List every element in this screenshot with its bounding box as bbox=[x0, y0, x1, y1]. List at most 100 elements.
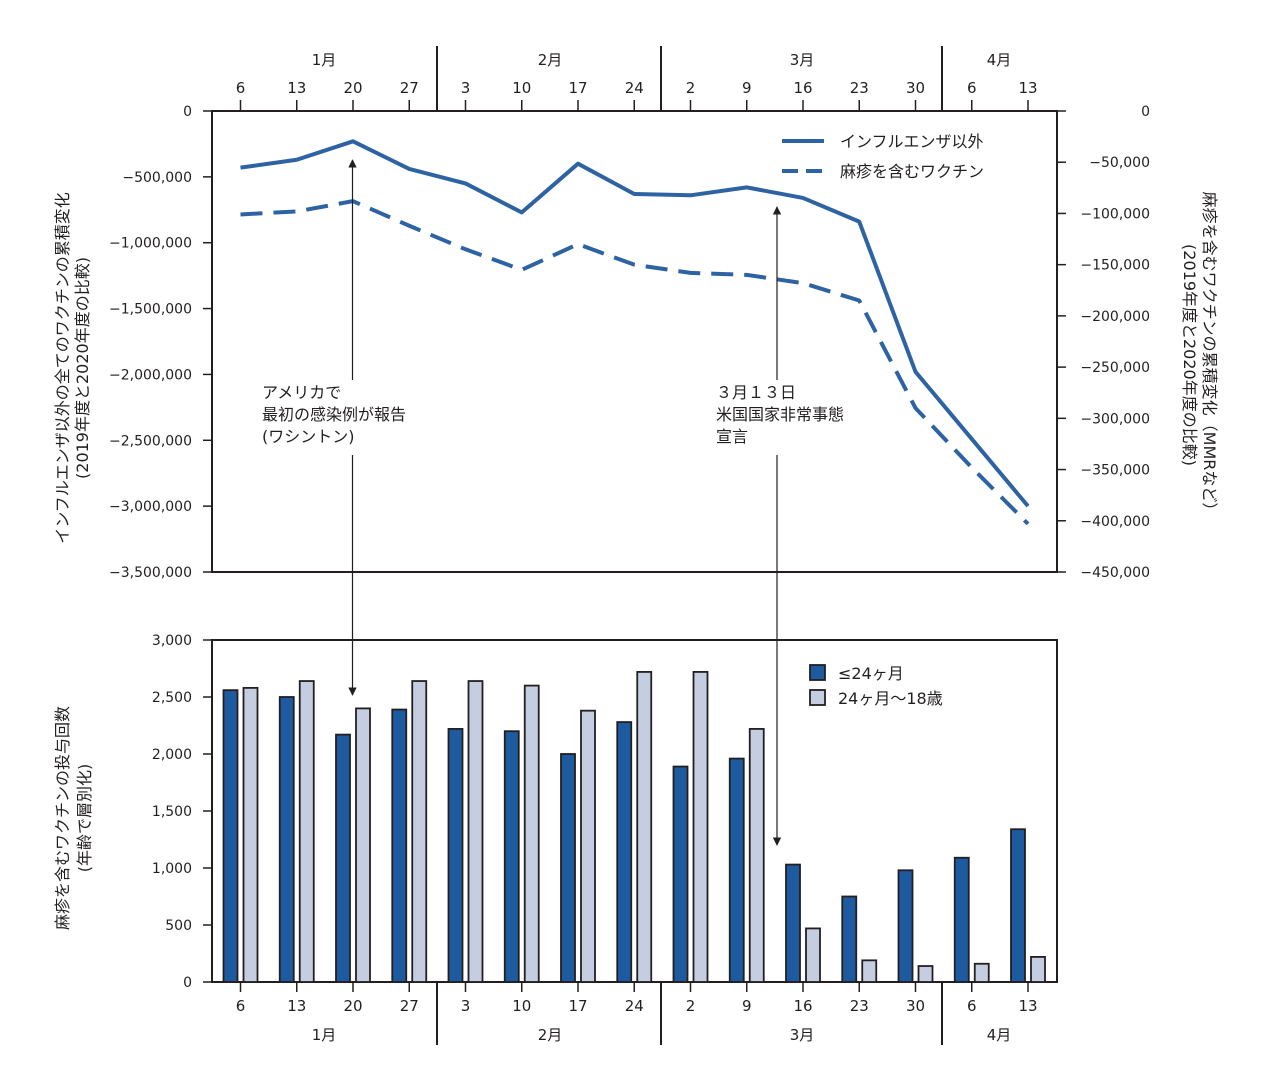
bar-24-months-to-18-years bbox=[861, 959, 878, 983]
bar-24-months-to-18-years bbox=[411, 680, 428, 983]
bar-24-months-to-18-years bbox=[298, 680, 315, 983]
y-left-tick-label: −1,500,000 bbox=[109, 302, 192, 318]
bar-under-24-months bbox=[278, 696, 295, 983]
x-tick-label-top: 20 bbox=[343, 79, 362, 97]
month-label-bottom: 1月 bbox=[312, 1026, 337, 1044]
x-tick-label-bottom: 24 bbox=[625, 997, 644, 1015]
y-bar-axis-subtitle: (年齢で層別化) bbox=[75, 764, 94, 873]
x-tick-label-bottom: 27 bbox=[400, 997, 419, 1015]
x-tick-label-top: 6 bbox=[967, 79, 977, 97]
legend-swatch-bar bbox=[809, 689, 826, 706]
bar-24-months-to-18-years bbox=[748, 728, 765, 983]
bar-24-months-to-18-years bbox=[580, 709, 596, 983]
bar-under-24-months bbox=[616, 721, 633, 983]
x-tick-label-top: 10 bbox=[512, 79, 531, 97]
x-tick-label-top: 13 bbox=[1018, 79, 1037, 97]
legend-swatch-bar bbox=[809, 664, 826, 681]
x-tick-label-bottom: 30 bbox=[906, 997, 925, 1015]
bar-under-24-months bbox=[953, 856, 970, 983]
month-label-top: 1月 bbox=[312, 51, 337, 69]
y-left-tick-label: −2,000,000 bbox=[109, 367, 192, 383]
y-left-axis-subtitle: (2019年度と2020年度の比較) bbox=[73, 257, 92, 479]
y-bar-tick-label: 2,000 bbox=[152, 747, 192, 763]
annotation-text-first-case: (ワシントン) bbox=[262, 427, 355, 446]
bar-24-months-to-18-years bbox=[636, 671, 653, 983]
x-tick-label-top: 3 bbox=[461, 79, 471, 97]
x-tick-label-bottom: 16 bbox=[793, 997, 812, 1015]
x-tick-label-top: 17 bbox=[568, 79, 587, 97]
legend-label-bar: 24ヶ月～18歳 bbox=[838, 689, 943, 708]
bar-24-months-to-18-years bbox=[523, 684, 540, 983]
y-right-tick-label: −100,000 bbox=[1080, 206, 1150, 222]
bar-under-24-months bbox=[503, 730, 520, 983]
x-tick-label-bottom: 2 bbox=[686, 997, 696, 1015]
y-right-tick-label: −250,000 bbox=[1080, 360, 1150, 376]
y-left-axis-title: インフルエンザ以外の全てのワクチンの累積変化 bbox=[53, 192, 72, 544]
annotation-text-emergency: 宣言 bbox=[716, 427, 748, 446]
y-right-tick-label: −150,000 bbox=[1080, 258, 1150, 274]
legend-label-bar: ≤24ヶ月 bbox=[838, 664, 904, 683]
y-left-tick-label: 0 bbox=[183, 104, 192, 120]
x-tick-label-bottom: 13 bbox=[1018, 997, 1037, 1015]
month-label-bottom: 4月 bbox=[987, 1026, 1012, 1044]
bar-under-24-months bbox=[560, 753, 576, 983]
x-tick-label-top: 9 bbox=[742, 79, 752, 97]
x-tick-label-top: 27 bbox=[400, 79, 419, 97]
bar-24-months-to-18-years bbox=[467, 680, 484, 983]
y-right-tick-label: −300,000 bbox=[1080, 411, 1150, 427]
bar-under-24-months bbox=[391, 708, 408, 983]
x-tick-label-bottom: 20 bbox=[343, 997, 362, 1015]
x-tick-label-bottom: 10 bbox=[512, 997, 531, 1015]
annotation-text-first-case: 最初の感染例が報告 bbox=[262, 405, 406, 424]
bar-under-24-months bbox=[335, 733, 351, 983]
bar-under-24-months bbox=[1010, 828, 1026, 983]
y-bar-axis-title: 麻疹を含むワクチンの投与回数 bbox=[53, 706, 72, 930]
annotation-text-emergency: 米国国家非常事態 bbox=[716, 405, 844, 424]
bar-24-months-to-18-years bbox=[355, 707, 371, 983]
month-label-bottom: 2月 bbox=[538, 1026, 563, 1044]
bar-24-months-to-18-years bbox=[973, 962, 990, 983]
y-left-tick-label: −1,000,000 bbox=[109, 236, 192, 252]
y-bar-tick-label: 3,000 bbox=[152, 633, 192, 649]
y-right-tick-label: 0 bbox=[1141, 104, 1150, 120]
x-tick-label-bottom: 9 bbox=[742, 997, 752, 1015]
y-left-tick-label: −3,500,000 bbox=[109, 565, 192, 581]
y-bar-tick-label: 0 bbox=[183, 975, 192, 991]
x-tick-label-top: 13 bbox=[287, 79, 306, 97]
bar-under-24-months bbox=[672, 765, 689, 983]
bar-under-24-months bbox=[222, 689, 239, 983]
y-bar-tick-label: 1,500 bbox=[152, 804, 192, 820]
bar-24-months-to-18-years bbox=[917, 965, 934, 983]
x-tick-label-bottom: 23 bbox=[850, 997, 869, 1015]
annotation-text-emergency: ３月１３日 bbox=[716, 383, 796, 402]
line-chart-cumulative-change: 1月 2月 3月 4月 6 13 20 27 3 10 17 24 2 9 16 23 30 6 13 0 −500,0… bbox=[53, 46, 1219, 846]
x-tick-label-top: 16 bbox=[793, 79, 812, 97]
bar-chart-mmr-doses: 3,000 2,500 2,000 1,500 1,000 500 0 麻疹を含むワクチンの投… bbox=[53, 633, 1058, 1045]
y-right-tick-label: −350,000 bbox=[1080, 463, 1150, 479]
bar-under-24-months bbox=[841, 895, 858, 983]
bar-under-24-months bbox=[728, 757, 745, 983]
legend-label-line: 麻疹を含むワクチン bbox=[840, 162, 984, 181]
bar-24-months-to-18-years bbox=[692, 671, 709, 983]
y-right-tick-label: −200,000 bbox=[1080, 309, 1150, 325]
x-tick-label-bottom: 13 bbox=[287, 997, 306, 1015]
series-line-non-influenza bbox=[240, 139, 1030, 508]
x-tick-label-bottom: 6 bbox=[236, 997, 246, 1015]
y-left-tick-label: −3,000,000 bbox=[109, 499, 192, 515]
series-line-measles-containing bbox=[240, 199, 1030, 526]
x-tick-label-top: 23 bbox=[850, 79, 869, 97]
bar-under-24-months bbox=[897, 869, 914, 983]
y-bar-tick-label: 2,500 bbox=[152, 690, 192, 706]
y-right-tick-label: −50,000 bbox=[1089, 155, 1150, 171]
month-label-top: 2月 bbox=[538, 51, 563, 69]
y-left-tick-label: −2,500,000 bbox=[109, 433, 192, 449]
y-right-tick-label: −450,000 bbox=[1080, 565, 1150, 581]
x-tick-label-bottom: 17 bbox=[568, 997, 587, 1015]
bar-under-24-months bbox=[447, 728, 464, 983]
bar-24-months-to-18-years bbox=[805, 927, 821, 983]
x-tick-label-top: 24 bbox=[625, 79, 644, 97]
y-bar-tick-label: 500 bbox=[165, 918, 192, 934]
y-right-axis-subtitle: (2019年度と2020年度の比較) bbox=[1180, 244, 1199, 466]
x-tick-label-top: 2 bbox=[686, 79, 696, 97]
